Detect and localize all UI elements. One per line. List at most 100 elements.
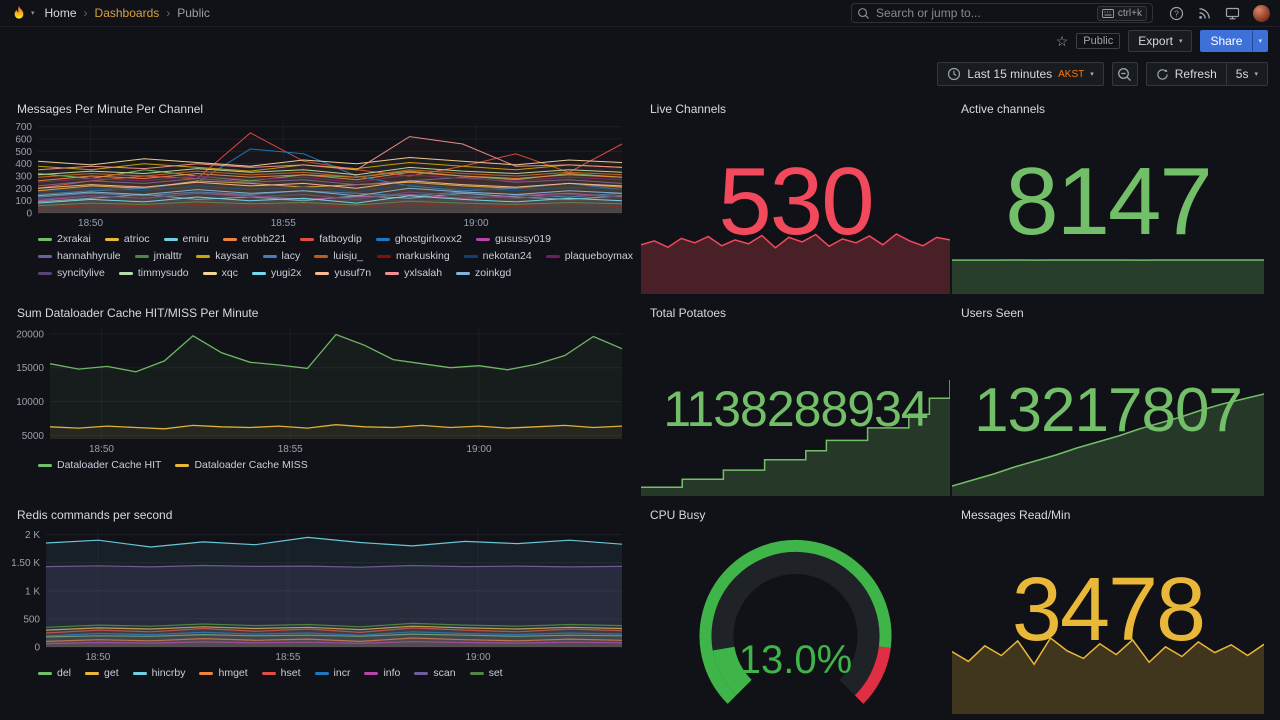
svg-text:0: 0 <box>26 209 32 220</box>
search-icon <box>858 7 870 19</box>
chevron-down-icon: ▾ <box>1178 38 1183 45</box>
legend-swatch <box>314 671 329 675</box>
legend-item[interactable]: hincrby <box>132 667 185 679</box>
star-button[interactable]: ☆ <box>1056 33 1069 50</box>
help-button[interactable]: ? <box>1169 6 1184 21</box>
legend-swatch <box>262 254 277 258</box>
legend-label: zoinkgd <box>475 267 512 279</box>
search-input[interactable]: Search or jump to... ctrl+k <box>851 3 1153 23</box>
legend-swatch <box>364 671 379 675</box>
legend-item[interactable]: ghostgirlxoxx2 <box>375 233 462 245</box>
legend-label: info <box>383 667 401 679</box>
legend-swatch <box>38 237 52 241</box>
legend-swatch <box>118 271 133 275</box>
timeseries-chart[interactable]: 5000 10000 15000 20000 18:50 18:55 19:00 <box>10 322 638 456</box>
legend-label: markusking <box>395 250 450 262</box>
grafana-home-button[interactable]: ▾ <box>10 4 35 22</box>
panel-live-channels: Live Channels 530 <box>641 96 950 296</box>
legend-item[interactable]: kaysan <box>196 250 249 262</box>
legend-item[interactable]: hset <box>261 667 301 679</box>
zoom-out-button[interactable] <box>1111 62 1138 86</box>
legend-item[interactable]: Dataloader Cache MISS <box>175 459 308 471</box>
refresh-button[interactable]: Refresh <box>1145 62 1227 86</box>
svg-text:18:55: 18:55 <box>271 218 296 229</box>
svg-text:5000: 5000 <box>22 431 45 442</box>
news-button[interactable] <box>1197 6 1212 21</box>
legend-swatch <box>38 271 52 275</box>
legend-item[interactable]: yxlsalah <box>385 267 442 279</box>
legend-item[interactable]: yugi2x <box>251 267 302 279</box>
legend-item[interactable]: 2xrakai <box>38 233 91 245</box>
refresh-label: Refresh <box>1174 67 1217 81</box>
share-button[interactable]: Share <box>1200 30 1253 52</box>
legend-label: hannahhyrule <box>57 250 121 262</box>
svg-text:600: 600 <box>15 135 32 146</box>
breadcrumb: Home › Dashboards › Public <box>45 6 210 20</box>
legend-label: yxlsalah <box>404 267 443 279</box>
panel-title[interactable]: Redis commands per second <box>17 508 173 522</box>
sparkline <box>641 232 950 294</box>
legend-item[interactable]: syncitylive <box>38 267 105 279</box>
legend-item[interactable]: emiru <box>163 233 209 245</box>
legend-item[interactable]: set <box>469 667 503 679</box>
legend-label: fatboydip <box>319 233 362 245</box>
legend-item[interactable]: xqc <box>202 267 238 279</box>
time-range-label: Last 15 minutes <box>967 67 1053 81</box>
gauge <box>641 524 950 720</box>
display-button[interactable] <box>1225 6 1240 21</box>
legend-swatch <box>315 271 330 275</box>
breadcrumb-home[interactable]: Home <box>44 6 77 20</box>
legend-label: Dataloader Cache HIT <box>57 459 162 471</box>
legend-item[interactable]: scan <box>414 667 456 679</box>
legend-item[interactable]: luisju_ <box>314 250 363 262</box>
panel-messages-per-minute: Messages Per Minute Per Channel 0 100 200 3… <box>8 96 638 296</box>
shortcut-text: ctrl+k <box>1117 7 1142 19</box>
panel-title[interactable]: Messages Per Minute Per Channel <box>17 102 204 116</box>
panel-users-seen: Users Seen 13217807 <box>952 300 1264 498</box>
legend-item[interactable]: jmalttr <box>134 250 182 262</box>
legend-item[interactable]: info <box>364 667 400 679</box>
svg-text:19:00: 19:00 <box>463 218 488 229</box>
refresh-interval-button[interactable]: 5s ▾ <box>1225 62 1268 86</box>
panel-title[interactable]: CPU Busy <box>650 508 706 522</box>
export-label: Export <box>1138 34 1173 48</box>
public-tag[interactable]: Public <box>1076 33 1121 49</box>
timeseries-chart[interactable]: 0 100 200 300 400 500 600 700 18:50 18:55 19:00 <box>10 118 638 230</box>
legend-item[interactable]: gusussy019 <box>475 233 551 245</box>
svg-text:200: 200 <box>15 184 32 195</box>
legend-label: 2xrakai <box>57 233 91 245</box>
panel-title[interactable]: Users Seen <box>961 306 1024 320</box>
legend-item[interactable]: timmysudo <box>118 267 189 279</box>
legend-item[interactable]: nekotan24 <box>463 250 532 262</box>
panel-title[interactable]: Sum Dataloader Cache HIT/MISS Per Minute <box>17 306 259 320</box>
svg-text:15000: 15000 <box>16 363 44 374</box>
legend-item[interactable]: lacy <box>262 250 300 262</box>
share-menu-button[interactable]: ▾ <box>1252 30 1268 52</box>
legend-swatch <box>199 671 214 675</box>
panel-title[interactable]: Active channels <box>961 102 1046 116</box>
legend-label: yugi2x <box>270 267 302 279</box>
panel-title[interactable]: Live Channels <box>650 102 727 116</box>
legend-item[interactable]: hmget <box>199 667 248 679</box>
timeseries-chart[interactable]: 0 500 1 K 1.50 K 2 K 18:50 18:55 19:00 <box>10 524 638 664</box>
legend-item[interactable]: yusuf7n <box>315 267 371 279</box>
legend-item[interactable]: get <box>85 667 119 679</box>
legend-item[interactable]: del <box>38 667 71 679</box>
legend-item[interactable]: Dataloader Cache HIT <box>38 459 161 471</box>
avatar[interactable] <box>1253 4 1270 22</box>
legend-swatch <box>469 671 484 675</box>
legend-item[interactable]: incr <box>314 667 350 679</box>
legend-item[interactable]: plaqueboymax <box>545 250 633 262</box>
legend-item[interactable]: hannahhyrule <box>38 250 121 262</box>
legend-item[interactable]: atrioc <box>104 233 150 245</box>
panel-title[interactable]: Messages Read/Min <box>961 508 1071 522</box>
export-button[interactable]: Export ▾ <box>1128 30 1193 52</box>
legend-item[interactable]: fatboydip <box>300 233 362 245</box>
legend-item[interactable]: erobb221 <box>222 233 286 245</box>
legend-item[interactable]: zoinkgd <box>456 267 511 279</box>
breadcrumb-dashboards[interactable]: Dashboards <box>94 6 160 20</box>
time-range-picker[interactable]: Last 15 minutes AKST ▾ <box>937 62 1104 86</box>
legend-item[interactable]: markusking <box>376 250 450 262</box>
panel-title[interactable]: Total Potatoes <box>650 306 727 320</box>
legend-label: gusussy019 <box>494 233 551 245</box>
